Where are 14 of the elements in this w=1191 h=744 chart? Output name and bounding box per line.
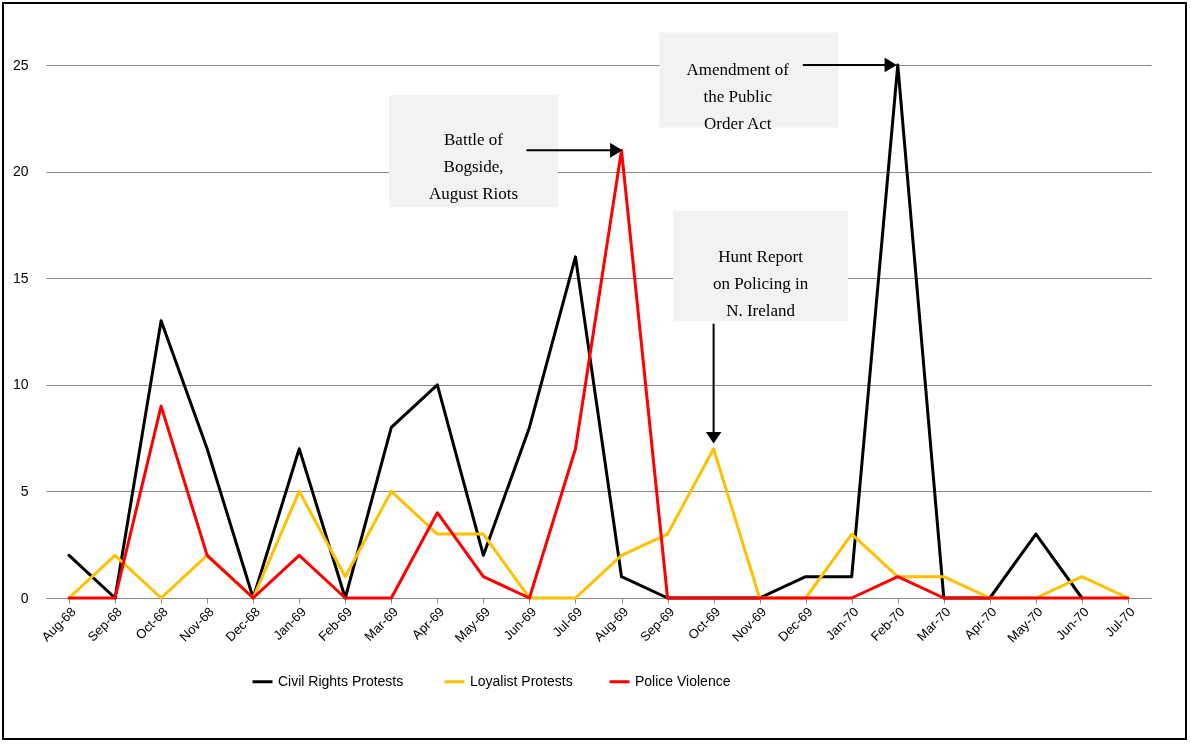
y-tick-label: 10 [12,376,29,393]
legend-label: Civil Rights Protests [278,672,404,689]
annotation: Battle of Bogside, August Riots [428,130,519,204]
annotation: Amendment of the Public Order Act [686,60,790,133]
y-tick-label: 25 [12,56,29,73]
annotation: Hunt Report on Policing in N. Ireland [712,246,809,320]
y-tick-label: 15 [12,269,29,286]
legend-label: Police Violence [635,672,731,689]
y-tick-label: 0 [20,589,29,606]
y-tick-label: 5 [20,482,29,499]
line-series [67,148,1130,600]
y-tick-label: 20 [12,163,29,180]
legend-label: Loyalist Protests [470,672,573,689]
line-series [67,63,1084,600]
